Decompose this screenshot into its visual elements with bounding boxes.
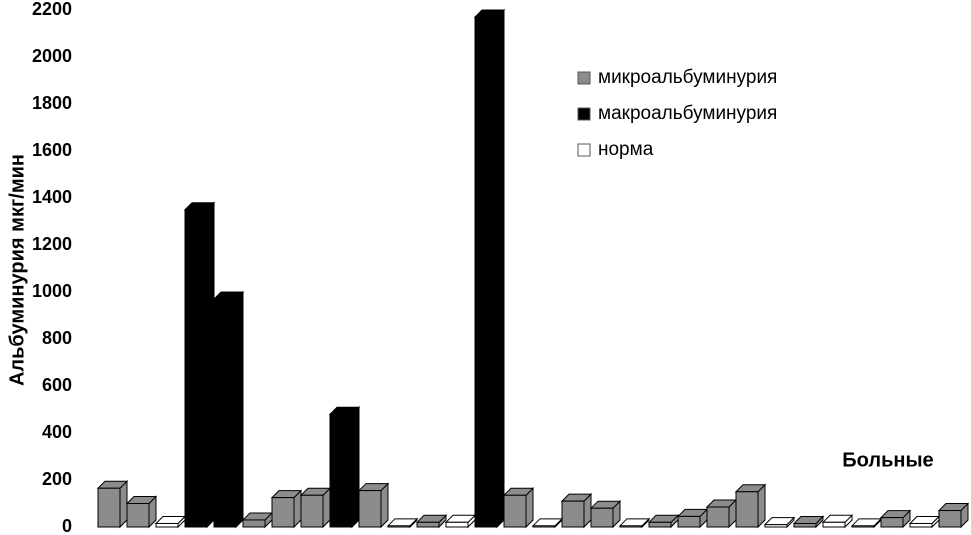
legend-label: норма	[598, 139, 654, 160]
bar	[851, 525, 875, 528]
legend-label: макроальбуминурия	[598, 103, 777, 124]
bar	[126, 503, 150, 528]
bar	[155, 522, 179, 528]
bar	[561, 500, 585, 528]
legend-swatch	[577, 71, 591, 85]
bar	[445, 521, 469, 528]
y-tick-label: 1000	[32, 281, 72, 301]
bar	[387, 525, 411, 528]
legend-label: микроальбуминурия	[598, 67, 777, 88]
bar	[938, 510, 962, 528]
bar	[706, 506, 730, 528]
bar	[822, 521, 846, 528]
legend-swatch	[577, 107, 591, 121]
bar	[416, 521, 440, 528]
bar	[764, 524, 788, 528]
y-axis-label: Альбуминурия мкг/мин	[6, 154, 28, 386]
bar	[358, 490, 382, 528]
bar	[184, 209, 208, 528]
bar	[532, 525, 556, 528]
bar	[271, 497, 295, 528]
bar	[97, 487, 121, 528]
y-tick-label: 400	[42, 422, 72, 442]
bar-side	[351, 405, 360, 529]
bar	[329, 413, 353, 528]
y-tick-label: 1200	[32, 234, 72, 254]
bar-side	[206, 201, 215, 529]
bar	[880, 517, 904, 528]
bar	[677, 515, 701, 528]
bar	[909, 522, 933, 528]
bar	[735, 491, 759, 528]
y-tick-label: 2000	[32, 46, 72, 66]
legend-swatch	[577, 143, 591, 157]
y-tick-label: 2200	[32, 0, 72, 19]
bar	[474, 16, 498, 528]
bar	[619, 525, 643, 528]
bar	[793, 522, 817, 528]
bar	[242, 519, 266, 528]
y-tick-label: 800	[42, 328, 72, 348]
y-tick-label: 1800	[32, 93, 72, 113]
y-tick-label: 0	[62, 516, 72, 535]
bar	[213, 298, 237, 528]
bar-side	[119, 480, 128, 529]
y-tick-label: 600	[42, 375, 72, 395]
y-tick-label: 200	[42, 469, 72, 489]
y-tick-label: 1600	[32, 140, 72, 160]
y-tick-label: 1400	[32, 187, 72, 207]
bar	[648, 521, 672, 528]
x-axis-label: Больные	[842, 449, 933, 471]
bar-side	[496, 8, 505, 529]
bar-side	[235, 290, 244, 529]
bar	[590, 507, 614, 528]
bar	[503, 494, 527, 528]
bar	[300, 494, 324, 528]
